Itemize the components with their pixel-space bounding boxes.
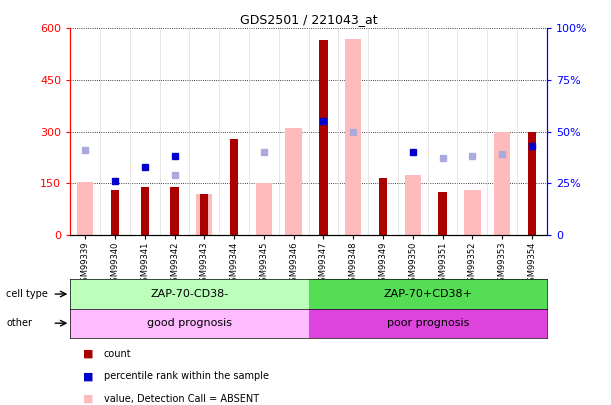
Bar	[285, 128, 302, 235]
Bar	[170, 187, 178, 235]
Bar	[111, 190, 119, 235]
Text: ZAP-70-CD38-: ZAP-70-CD38-	[150, 289, 229, 299]
Bar	[439, 192, 447, 235]
Text: percentile rank within the sample: percentile rank within the sample	[104, 371, 269, 381]
Bar	[200, 194, 208, 235]
Bar	[345, 39, 362, 235]
Bar	[255, 183, 272, 235]
Text: other: other	[6, 318, 32, 328]
Bar	[77, 181, 93, 235]
Text: ■: ■	[82, 371, 93, 381]
Bar	[70, 309, 309, 338]
Title: GDS2501 / 221043_at: GDS2501 / 221043_at	[240, 13, 378, 26]
Bar	[309, 279, 547, 309]
Text: ZAP-70+CD38+: ZAP-70+CD38+	[383, 289, 472, 299]
Bar	[320, 40, 327, 235]
Bar	[404, 175, 421, 235]
Bar	[379, 178, 387, 235]
Text: ■: ■	[82, 394, 93, 403]
Text: ■: ■	[82, 349, 93, 359]
Text: count: count	[104, 349, 131, 359]
Bar	[528, 132, 536, 235]
Text: poor prognosis: poor prognosis	[387, 318, 469, 328]
Bar	[141, 187, 149, 235]
Bar	[196, 194, 213, 235]
Text: good prognosis: good prognosis	[147, 318, 232, 328]
Bar	[230, 139, 238, 235]
Text: cell type: cell type	[6, 289, 48, 299]
Bar	[494, 132, 510, 235]
Text: value, Detection Call = ABSENT: value, Detection Call = ABSENT	[104, 394, 259, 403]
Bar	[464, 190, 481, 235]
Bar	[70, 279, 309, 309]
Bar	[309, 309, 547, 338]
